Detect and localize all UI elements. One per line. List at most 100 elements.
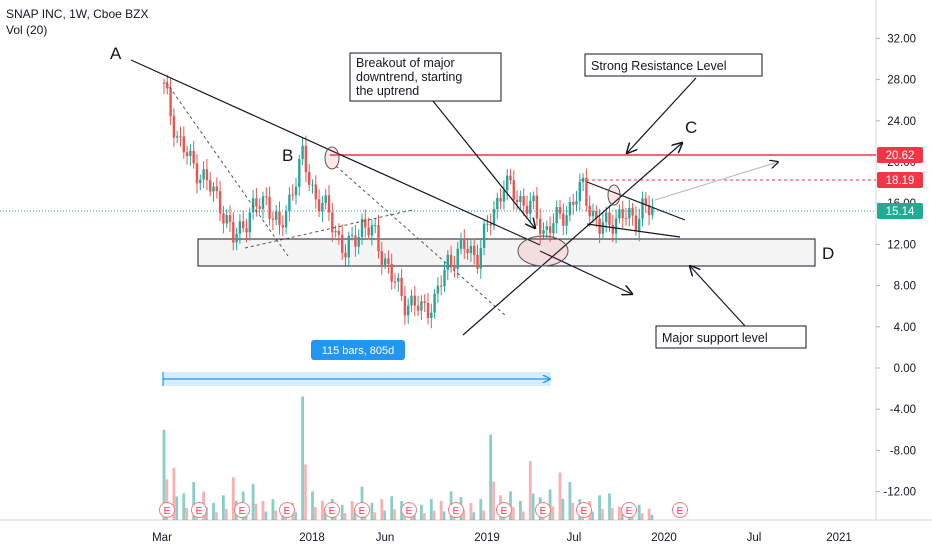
candle-body: [337, 230, 341, 235]
price-label-box: [877, 203, 923, 219]
volume-bar: [314, 507, 317, 520]
earnings-marker-label: E: [359, 506, 366, 517]
downtrend-line[interactable]: [130, 59, 541, 246]
volume-bar: [271, 499, 275, 520]
candle-body: [393, 281, 397, 283]
candle-body: [446, 254, 449, 270]
candle-body: [314, 184, 317, 200]
volume-bar: [462, 509, 466, 520]
volume-bar: [482, 510, 485, 520]
volume-bar: [215, 512, 218, 520]
breakout-callout-box[interactable]: [349, 52, 502, 102]
candle-body: [529, 201, 532, 214]
uptrend-line-c[interactable]: [462, 143, 682, 336]
earnings-marker: [191, 502, 207, 518]
time-tick-label: 2018: [299, 532, 325, 544]
time-tick-label: 2021: [826, 532, 852, 544]
volume-bar: [647, 508, 651, 520]
candle-body: [605, 212, 608, 223]
earnings-marker: [401, 502, 417, 518]
volume-bar: [254, 503, 258, 520]
candle-body: [548, 226, 552, 234]
support-callout-box[interactable]: [655, 325, 807, 349]
volume-bar: [479, 499, 483, 520]
candle-body: [542, 229, 545, 234]
candle-body: [261, 196, 265, 209]
support-callout-text: Major support level: [662, 331, 768, 345]
candle-body: [585, 177, 588, 206]
volume-bar: [301, 396, 304, 520]
volume-bar: [469, 502, 473, 520]
candle-body: [502, 190, 506, 202]
candle-body: [284, 210, 288, 228]
candle-body: [271, 218, 275, 220]
earnings-marker: [621, 502, 637, 518]
point-label-b: B: [282, 146, 293, 165]
candlesticks: [162, 74, 654, 329]
time-axis[interactable]: Mar 2018 Jun 2019 Jul 2020 Jul 2021: [152, 532, 852, 544]
volume-bar: [420, 504, 423, 520]
volume-bar: [571, 502, 575, 520]
time-tick-label: 2019: [474, 532, 500, 544]
breakout-callout-arrow: [432, 100, 535, 228]
volume-bar: [472, 512, 476, 520]
earnings-marker: [159, 502, 175, 518]
volume-bar: [231, 477, 235, 520]
candle-body: [334, 230, 337, 233]
candle-body: [222, 213, 225, 224]
candle-body: [638, 218, 641, 232]
candle-body: [525, 205, 529, 214]
candle-body: [301, 145, 304, 160]
price-tick-label: -12.00: [883, 487, 916, 499]
earnings-marker-label: E: [626, 506, 633, 517]
candle-body: [453, 266, 456, 269]
candle-body: [400, 277, 403, 296]
support-zone-box[interactable]: [197, 238, 816, 267]
earnings-marker: [448, 502, 464, 518]
resistance-callout-box[interactable]: [584, 53, 763, 77]
volume-bar: [531, 493, 535, 520]
downtrend-projection-arrow[interactable]: [539, 250, 632, 294]
earnings-marker-label: E: [406, 506, 413, 517]
wedge-lower-line[interactable]: [586, 223, 681, 238]
volume-indicator-label[interactable]: Vol (20): [6, 23, 48, 37]
candle-body: [535, 195, 539, 219]
candle-body: [469, 245, 473, 254]
candle-body: [555, 207, 558, 224]
candle-body: [162, 82, 166, 84]
candle-body: [430, 312, 433, 318]
price-axis[interactable]: 32.0028.0024.0020.0016.0012.008.004.000.…: [876, 33, 916, 499]
candle-body: [614, 218, 618, 234]
candle-body: [595, 211, 598, 219]
callout-line: Breakout of major: [356, 56, 455, 70]
candle-body: [232, 221, 235, 243]
candle-body: [291, 194, 294, 196]
candle-body: [251, 198, 255, 213]
candle-body: [281, 225, 284, 228]
symbol-title[interactable]: SNAP INC, 1W, Cboe BZX: [6, 7, 149, 21]
candle-body: [433, 293, 436, 313]
candle-body: [304, 145, 308, 173]
volume-bar: [264, 511, 268, 520]
earnings-marker-label: E: [164, 506, 171, 517]
volume-bar: [608, 493, 611, 520]
candle-body: [413, 295, 416, 306]
volume-bar: [343, 513, 347, 520]
earnings-marker-label: E: [581, 506, 588, 517]
candle-body: [618, 209, 621, 219]
volume-bar: [591, 511, 594, 520]
wedge-upper-line[interactable]: [586, 181, 686, 221]
projection-arrow: [654, 162, 778, 201]
candle-body: [275, 211, 278, 220]
dashed-trend-lines: [165, 81, 507, 317]
volume-bar: [561, 498, 565, 520]
candle-body: [182, 136, 185, 153]
candle-body: [519, 196, 522, 203]
volume-bar: [598, 495, 601, 520]
candle-body: [568, 201, 572, 216]
candle-body: [499, 197, 502, 202]
volume-bar: [175, 496, 179, 520]
volume-bar: [528, 461, 532, 520]
candle-body: [562, 213, 565, 226]
